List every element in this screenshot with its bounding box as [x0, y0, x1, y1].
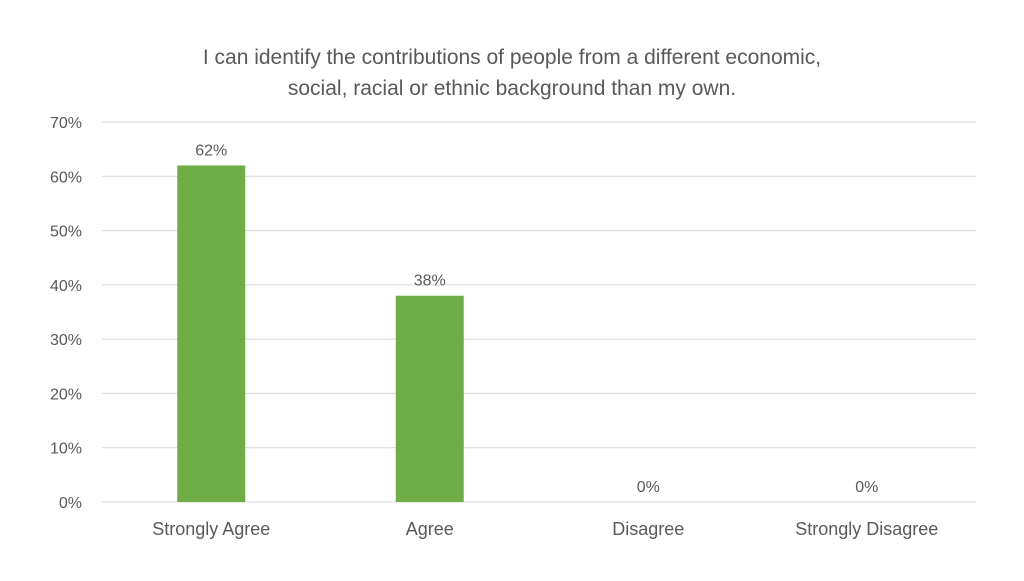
gridlines [102, 121, 976, 503]
x-axis-tick-labels: Strongly Agree Agree Disagree Strongly Disa… [152, 519, 938, 539]
data-label: 62% [195, 142, 227, 159]
y-tick-label: 0% [59, 495, 82, 512]
chart-title: I can identify the contributions of peop… [203, 46, 821, 100]
bar [177, 165, 246, 502]
y-tick-label: 50% [50, 224, 82, 241]
y-tick-label: 40% [50, 278, 82, 295]
x-tick-label: Strongly Agree [152, 519, 270, 539]
x-tick-label: Strongly Disagree [795, 519, 938, 539]
y-tick-label: 30% [50, 332, 82, 349]
bar [395, 295, 464, 502]
y-tick-label: 60% [50, 169, 82, 186]
data-label: 0% [855, 479, 878, 496]
x-tick-label: Disagree [612, 519, 684, 539]
data-label: 38% [414, 273, 446, 290]
bars [177, 165, 464, 502]
chart-title-line-2: social, racial or ethnic background than… [288, 77, 736, 100]
chart-title-line-1: I can identify the contributions of peop… [203, 46, 821, 69]
y-tick-label: 20% [50, 386, 82, 403]
y-tick-label: 70% [50, 115, 82, 132]
data-labels: 62% 38% 0% 0% [195, 142, 878, 496]
y-tick-label: 10% [50, 441, 82, 458]
y-axis-tick-labels: 0% 10% 20% 30% 40% 50% 60% 70% [50, 115, 82, 512]
x-tick-label: Agree [406, 519, 454, 539]
data-label: 0% [637, 479, 660, 496]
